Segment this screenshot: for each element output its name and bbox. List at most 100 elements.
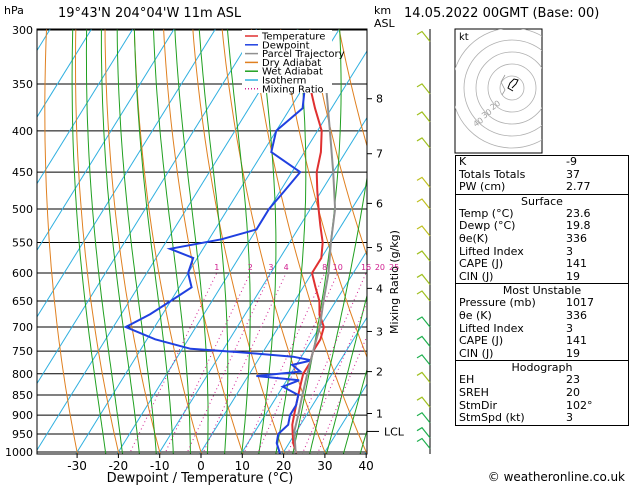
dry-adiabat [250,29,367,454]
legend-entry: Wet Adiabat [262,67,323,78]
km-tick-label: 8 [376,93,383,106]
index-row: EH 23 [459,373,580,387]
pressure-tick-label: 1000 [5,446,33,459]
wet-adiabat [116,29,157,454]
wind-barb [416,111,431,123]
pressure-unit: hPa [4,4,24,17]
mixing-ratio-line [128,272,218,454]
pressure-tick-label: 750 [12,345,33,358]
index-row: Totals Totals 37 [459,167,580,181]
wind-barb [416,30,431,42]
wet-adiabat [71,29,107,454]
legend-entry: Temperature [261,32,325,43]
hodograph-frame [454,28,543,154]
hodograph-trace [507,78,519,92]
isotherm [37,29,134,185]
wind-barb [416,225,431,237]
mixing-ratio-label: 20 [375,263,385,272]
wet-adiabat [152,29,191,454]
wet-adiabat [100,29,140,454]
mixing-ratio-label: 10 [333,263,343,272]
hodograph-ring [487,63,537,113]
km-tick-label: 1 [376,408,383,421]
index-row: CAPE (J) 141 [459,334,587,348]
hodograph-ring [463,39,542,137]
indices-panel: K -9 Totals Totals 37 PW (cm) 2.77 Surface … [455,155,629,426]
surface-header: Surface [521,194,563,208]
most-unstable-header: Most Unstable [502,284,582,298]
dry-adiabat [163,29,244,454]
hodograph-section: Hodograph EH 23 SREH 20 StmDir 102° StmSpd … [455,361,629,426]
wind-barb [416,137,431,149]
index-row: PW (cm) 2.77 [459,180,591,194]
wet-adiabat [226,29,251,454]
km-tick-label: 5 [376,242,383,255]
hodograph-ring [499,75,525,101]
km-unit: km [374,4,391,17]
hodograph-unit: kt [459,32,469,43]
chart-title: 19°43'N 204°04'W 11m ASL [58,6,242,21]
wet-adiabat [198,29,229,454]
pressure-tick-label: 900 [12,409,33,422]
wet-adiabat [309,174,367,454]
x-tick-label: -10 [150,459,170,473]
series-parcel-trajectory [293,29,337,454]
wind-barb [416,290,431,302]
wind-barb [416,198,431,210]
pressure-tick-label: 950 [12,428,33,441]
pressure-tick-label: 850 [12,389,33,402]
index-row: Lifted Index 3 [459,321,573,335]
legend-entry: Dewpoint [262,40,310,51]
legend-box [242,30,332,93]
legend-entry: Isotherm [262,76,306,87]
dry-adiabat [221,29,327,454]
hodograph-storm-trace [500,74,506,96]
legend-entry: Mixing Ratio [262,84,324,95]
basic-indices: K -9 Totals Totals 37 PW (cm) 2.77 [455,155,629,195]
mixing-ratio-axis-label: Mixing Ratio (g/kg) [388,230,401,334]
index-row: StmSpd (kt) 3 [459,411,573,425]
mixing-ratio-label: 8 [322,263,327,272]
index-row: StmDir 102° [459,398,593,412]
x-tick-label: 10 [235,459,250,473]
index-row: CIN (J) 19 [459,346,580,360]
mixing-ratio-line [202,272,287,454]
wet-adiabat [133,29,174,454]
km-tick-label: 6 [376,197,383,210]
pressure-tick-label: 550 [12,236,33,249]
mixing-ratio-line [301,301,367,454]
dry-adiabat [74,29,120,454]
pressure-tick-label: 400 [12,125,33,138]
mixing-ratio-label: 3 [268,263,273,272]
pressure-tick-label: 650 [12,295,33,308]
mixing-ratio-label: 16 [361,263,371,272]
dry-adiabat [44,29,79,454]
pressure-tick-label: 600 [12,267,33,280]
index-row: Dewp (°C) 19.8 [459,219,591,233]
x-tick-label: 30 [317,459,332,473]
isotherm [281,316,367,454]
x-tick-label: 0 [197,459,205,473]
wind-barb [416,411,431,424]
isotherm [116,50,367,454]
index-row: θe(K) 336 [459,231,587,245]
wind-barb [416,426,431,439]
wind-barb [416,371,431,383]
pressure-tick-label: 350 [12,78,33,91]
wet-adiabat [174,29,209,454]
plot-frame [36,28,368,455]
x-tick-label: 40 [359,459,374,473]
hodograph-ring [455,29,542,149]
wind-barbs [416,29,431,454]
pressure-tick-label: 500 [12,203,33,216]
wet-adiabat [85,29,124,454]
index-row: SREH 20 [459,385,580,399]
chart-date: 14.05.2022 00GMT (Base: 00) [404,6,600,21]
copyright: © weatheronline.co.uk [487,470,625,484]
pressure-tick-label: 700 [12,321,33,334]
dry-adiabat [104,29,161,454]
wind-barb [416,396,431,408]
hodograph-ring [475,51,542,125]
x-tick-label: -20 [109,459,129,473]
